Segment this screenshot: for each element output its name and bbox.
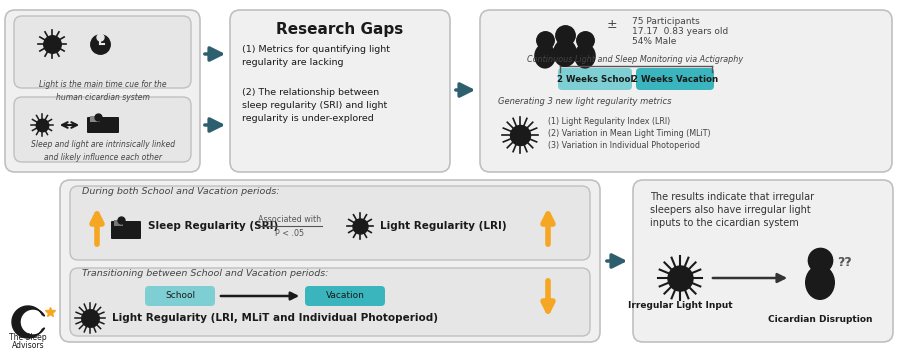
FancyBboxPatch shape xyxy=(305,286,385,306)
FancyBboxPatch shape xyxy=(145,286,215,306)
Text: (2) Variation in Mean Light Timing (MLiT): (2) Variation in Mean Light Timing (MLiT… xyxy=(548,130,711,139)
Ellipse shape xyxy=(805,265,835,300)
Bar xyxy=(114,220,123,226)
Text: 17.17  0.83 years old: 17.17 0.83 years old xyxy=(632,28,728,36)
Ellipse shape xyxy=(574,43,596,69)
FancyBboxPatch shape xyxy=(558,68,632,90)
Text: Transitioning between School and Vacation periods:: Transitioning between School and Vacatio… xyxy=(82,270,328,279)
Text: Sleep and light are intrinsically linked
and likely influence each other: Sleep and light are intrinsically linked… xyxy=(31,140,176,161)
Text: Light Regularity (LRI, MLiT and Individual Photoperiod): Light Regularity (LRI, MLiT and Individu… xyxy=(112,313,438,323)
FancyBboxPatch shape xyxy=(14,97,191,162)
FancyBboxPatch shape xyxy=(14,16,191,88)
Text: Light Regularity (LRI): Light Regularity (LRI) xyxy=(380,221,507,231)
Text: School: School xyxy=(165,292,195,301)
FancyBboxPatch shape xyxy=(60,180,600,342)
Text: P < .05: P < .05 xyxy=(275,230,304,238)
Text: inputs to the cicardian system: inputs to the cicardian system xyxy=(650,218,799,228)
FancyBboxPatch shape xyxy=(111,221,141,239)
Text: sleepers also have irregular light: sleepers also have irregular light xyxy=(650,205,811,215)
Text: 75 Participants: 75 Participants xyxy=(632,18,700,27)
FancyBboxPatch shape xyxy=(5,10,200,172)
Text: Research Gaps: Research Gaps xyxy=(276,22,403,37)
Text: ??: ?? xyxy=(838,256,852,268)
Text: Advisors: Advisors xyxy=(12,341,44,350)
Text: Light is the main time cue for the
human cicardian system: Light is the main time cue for the human… xyxy=(40,80,166,102)
FancyBboxPatch shape xyxy=(70,186,590,260)
Text: (1) Light Regularity Index (LRI): (1) Light Regularity Index (LRI) xyxy=(548,118,670,126)
Ellipse shape xyxy=(535,43,556,69)
Text: Associated with: Associated with xyxy=(258,216,321,224)
Text: Continuous Light and Sleep Monitoring via Actigraphy: Continuous Light and Sleep Monitoring vi… xyxy=(526,55,743,63)
Text: The results indicate that irregular: The results indicate that irregular xyxy=(650,192,814,202)
FancyBboxPatch shape xyxy=(87,117,119,133)
Text: 54% Male: 54% Male xyxy=(632,37,677,47)
Text: 2 Weeks Vacation: 2 Weeks Vacation xyxy=(632,75,718,84)
FancyBboxPatch shape xyxy=(70,268,590,336)
FancyBboxPatch shape xyxy=(230,10,450,172)
Text: (1) Metrics for quantifying light
regularity are lacking: (1) Metrics for quantifying light regula… xyxy=(242,45,390,67)
Text: 2 Weeks School: 2 Weeks School xyxy=(557,75,634,84)
Text: Sleep Regularity (SRI): Sleep Regularity (SRI) xyxy=(148,221,278,231)
FancyBboxPatch shape xyxy=(480,10,892,172)
Text: During both School and Vacation periods:: During both School and Vacation periods: xyxy=(82,188,280,196)
Text: Cicardian Disruption: Cicardian Disruption xyxy=(768,315,872,324)
Text: ±: ± xyxy=(607,19,617,32)
Text: Generating 3 new light regularity metrics: Generating 3 new light regularity metric… xyxy=(498,98,671,106)
Text: (2) The relationship between
sleep regularity (SRI) and light
regularity is unde: (2) The relationship between sleep regul… xyxy=(242,88,387,124)
Text: Irregular Light Input: Irregular Light Input xyxy=(627,301,733,310)
Text: Vacation: Vacation xyxy=(326,292,365,301)
FancyBboxPatch shape xyxy=(636,68,714,90)
Bar xyxy=(90,116,100,122)
Text: (3) Variation in Individual Photoperiod: (3) Variation in Individual Photoperiod xyxy=(548,141,700,150)
Polygon shape xyxy=(12,306,45,338)
FancyBboxPatch shape xyxy=(633,180,893,342)
Text: The Sleep: The Sleep xyxy=(9,334,47,343)
Ellipse shape xyxy=(553,39,577,67)
